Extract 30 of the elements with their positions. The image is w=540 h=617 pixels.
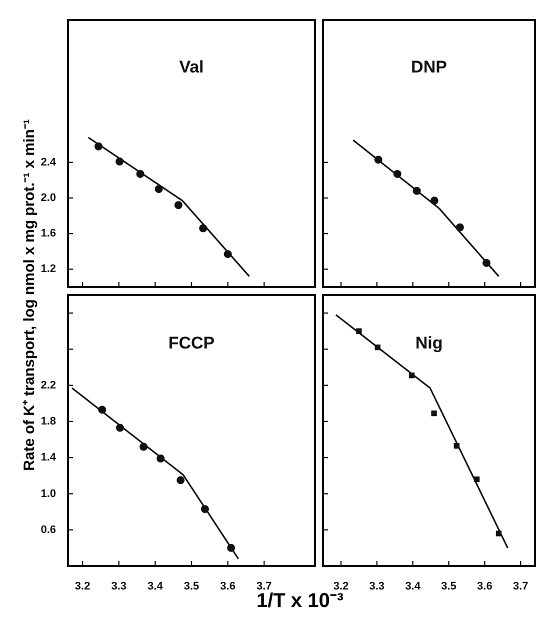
y-tick-label: 2.4 [40,156,57,168]
x-tick-label: 3.3 [369,580,385,593]
x-tick-label: 3.7 [512,580,528,593]
x-tick-label: 3.7 [256,580,272,593]
text: FCCP [168,333,215,352]
x-tick-label: 3.6 [220,580,236,593]
x-tick-label: 3.5 [441,580,456,593]
x-tick-label: 3.2 [333,580,349,593]
x-tick-label: 3.2 [74,580,90,593]
point [174,201,182,210]
y-tick-label: 1.0 [40,488,56,500]
text: Nig [415,333,443,352]
x-tick-label: 3.4 [405,580,422,593]
y-tick-label: 2.2 [40,379,56,392]
x-tick-label: 3.4 [148,580,164,593]
y-tick-label: 1.2 [40,263,56,276]
text: DNP [411,58,447,77]
text: Val [179,58,204,77]
point [431,410,437,416]
x-tick-label: 3.5 [184,580,200,593]
y-tick-label: 0.6 [40,524,56,536]
x-axis-title: 1/T x 10⁻³ [256,590,344,612]
point [176,476,185,484]
y-tick-label: 1.6 [40,228,56,240]
x-tick-label: 3.6 [477,580,492,593]
y-tick-label: 1.8 [40,416,56,428]
y-tick-label: 1.4 [40,452,57,464]
x-tick-label: 3.3 [111,580,126,593]
y-axis-title: Rate of K⁺ transport, log nmol x mg prot.⁻¹ x min⁻¹ [20,118,39,473]
y-tick-label: 2.0 [40,192,56,204]
